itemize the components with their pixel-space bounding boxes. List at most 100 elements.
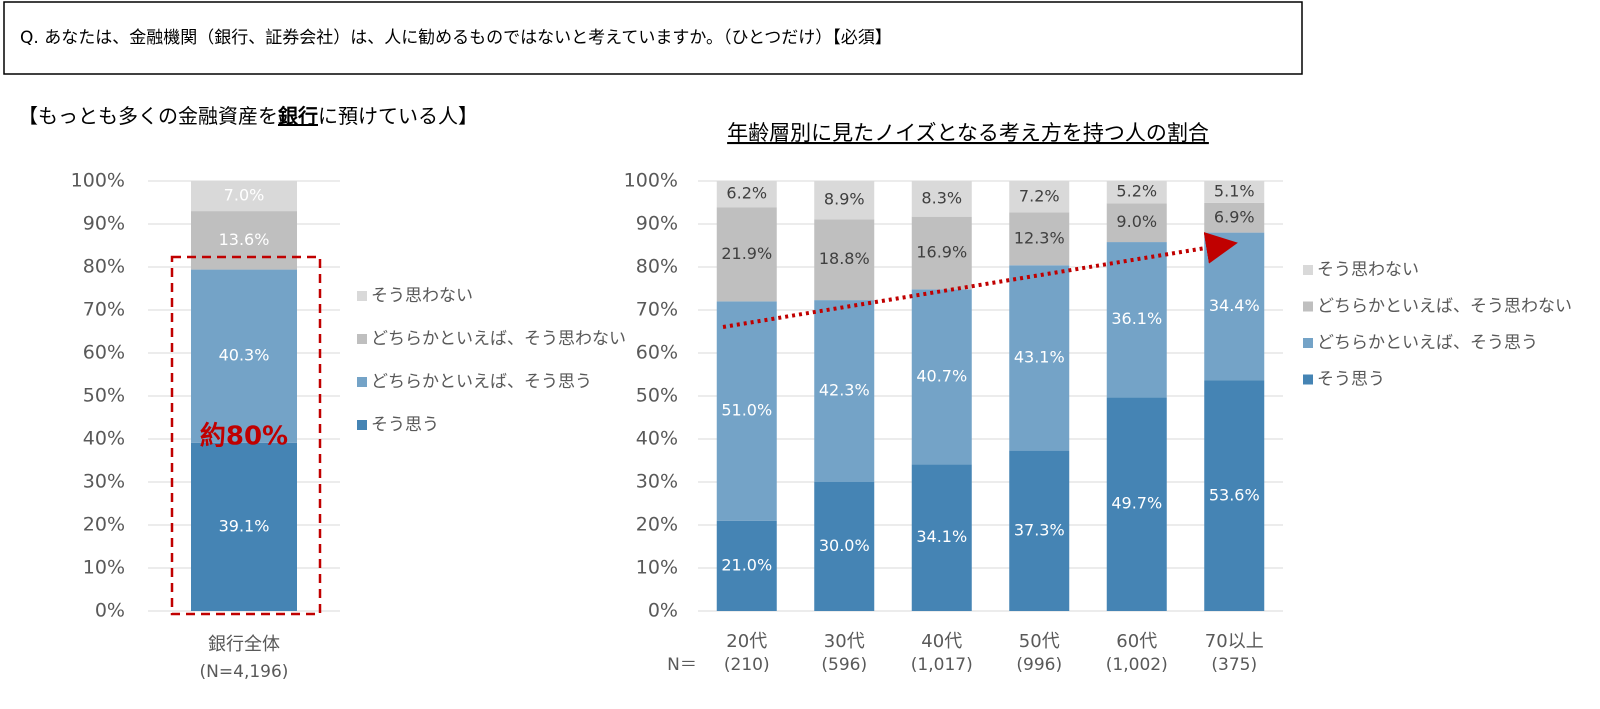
bar-segment <box>1106 242 1167 398</box>
y-tick-label: 10% <box>636 557 678 579</box>
n-label: (210) <box>724 655 770 675</box>
bar-segment <box>911 289 972 465</box>
legend-swatch <box>1303 374 1313 385</box>
n-label: (N=4,196) <box>200 662 289 682</box>
bar-segment <box>911 216 972 290</box>
y-tick-label: 0% <box>648 600 678 622</box>
y-tick-label: 70% <box>83 299 125 321</box>
value-label: 36.1% <box>1111 309 1162 328</box>
value-label: 30.0% <box>819 536 870 555</box>
value-label: 16.9% <box>916 243 967 262</box>
bar-segment <box>191 442 297 611</box>
title-part: に預けている人】 <box>318 104 478 128</box>
bar-segment <box>911 464 972 611</box>
legend-swatch <box>357 334 367 344</box>
value-label: 39.1% <box>219 516 270 535</box>
y-tick-label: 80% <box>636 256 678 278</box>
bar-segment <box>716 301 777 521</box>
legend-label: そう思う <box>371 415 439 435</box>
value-label: 43.1% <box>1014 347 1065 366</box>
legend-swatch <box>1303 265 1313 275</box>
annotation: 約80% <box>200 421 288 452</box>
charts: 0% 10% 20% 30% 40% 50% 60% 70% 80% 90% 100% 39.1% 40… <box>71 170 1572 683</box>
value-label: 5.1% <box>1214 181 1255 200</box>
x-tick-label: 60代 <box>1116 631 1157 652</box>
n-label: (1,017) <box>911 655 973 675</box>
legend-label: どちらかといえば、そう思う <box>1317 333 1538 353</box>
legend-swatch <box>357 291 367 301</box>
x-tick-label: 銀行全体 <box>208 634 280 655</box>
y-tick-label: 80% <box>83 256 125 278</box>
value-label: 12.3% <box>1014 228 1065 247</box>
legend-label: どちらかといえば、そう思わない <box>1317 297 1572 317</box>
y-tick-label: 40% <box>636 428 678 450</box>
value-label: 51.0% <box>721 401 772 420</box>
bar-segment <box>911 181 972 217</box>
bar-segment <box>1204 202 1265 233</box>
value-label: 53.6% <box>1209 485 1260 504</box>
y-tick-label: 70% <box>636 299 678 321</box>
n-prefix: N＝ <box>667 655 697 675</box>
question-box <box>3 1 1303 75</box>
bar-segment <box>814 181 875 220</box>
value-label: 34.1% <box>916 527 967 546</box>
value-label: 6.2% <box>726 183 767 202</box>
y-tick-label: 100% <box>624 170 678 192</box>
question: Q. あなたは、金融機関（銀行、証券会社）は、人に勧めるものではないと考えていま… <box>20 28 892 48</box>
y-tick-label: 40% <box>83 428 125 450</box>
legend-label: どちらかといえば、そう思わない <box>371 329 626 349</box>
value-label: 6.9% <box>1214 207 1255 226</box>
highlight-box <box>170 255 322 616</box>
title-part: 銀行 <box>278 104 318 128</box>
value-label: 40.3% <box>219 346 270 365</box>
bar-segment <box>716 520 777 611</box>
x-tick-label: 50代 <box>1019 631 1060 652</box>
value-label: 37.3% <box>1014 520 1065 539</box>
bar-segment <box>1009 212 1070 266</box>
legend-swatch <box>357 420 367 430</box>
bar-segment <box>716 180 777 208</box>
legend-label: そう思う <box>1317 370 1385 390</box>
y-tick-label: 20% <box>636 514 678 536</box>
value-label: 42.3% <box>819 381 870 400</box>
trend-arrow <box>722 232 1238 329</box>
x-tick-label: 20代 <box>726 631 767 652</box>
bar-segment <box>1009 181 1070 213</box>
bar-segment <box>814 219 875 301</box>
y-tick-label: 20% <box>83 514 125 536</box>
n-label: (1,002) <box>1106 655 1168 675</box>
n-label: (375) <box>1211 655 1257 675</box>
value-label: 7.0% <box>224 186 265 205</box>
legend-swatch <box>357 377 367 387</box>
value-label: 8.3% <box>921 188 962 207</box>
legend-swatch <box>1303 338 1313 348</box>
x-tick-label: 30代 <box>824 631 865 652</box>
legend-label: そう思わない <box>1317 260 1419 280</box>
chart-title: 年齢層別に見たノイズとなる考え方を持つ人の割合 <box>727 121 1209 145</box>
value-label: 13.6% <box>219 230 270 249</box>
value-label: 34.4% <box>1209 296 1260 315</box>
y-tick-label: 60% <box>83 342 125 364</box>
value-label: 21.0% <box>721 555 772 574</box>
n-label: (596) <box>821 655 867 675</box>
bar-segment <box>814 482 875 611</box>
bar-segment <box>191 181 297 212</box>
y-tick-label: 50% <box>83 385 125 407</box>
value-label: 18.8% <box>819 249 870 268</box>
y-tick-label: 90% <box>636 213 678 235</box>
value-label: 21.9% <box>721 244 772 263</box>
bar-segment <box>1009 265 1070 451</box>
bar-segment <box>1009 450 1070 611</box>
bar-segment <box>716 207 777 302</box>
value-label: 40.7% <box>916 366 967 385</box>
value-label: 9.0% <box>1116 212 1157 231</box>
n-label: (996) <box>1016 655 1062 675</box>
bar-segment <box>1106 181 1167 204</box>
title-part: 【もっとも多くの金融資産を <box>18 104 278 128</box>
bar-segment <box>1106 397 1167 611</box>
value-label: 8.9% <box>824 190 865 209</box>
y-tick-label: 30% <box>636 471 678 493</box>
bar-segment <box>1204 380 1265 611</box>
bar-segment <box>191 269 297 443</box>
